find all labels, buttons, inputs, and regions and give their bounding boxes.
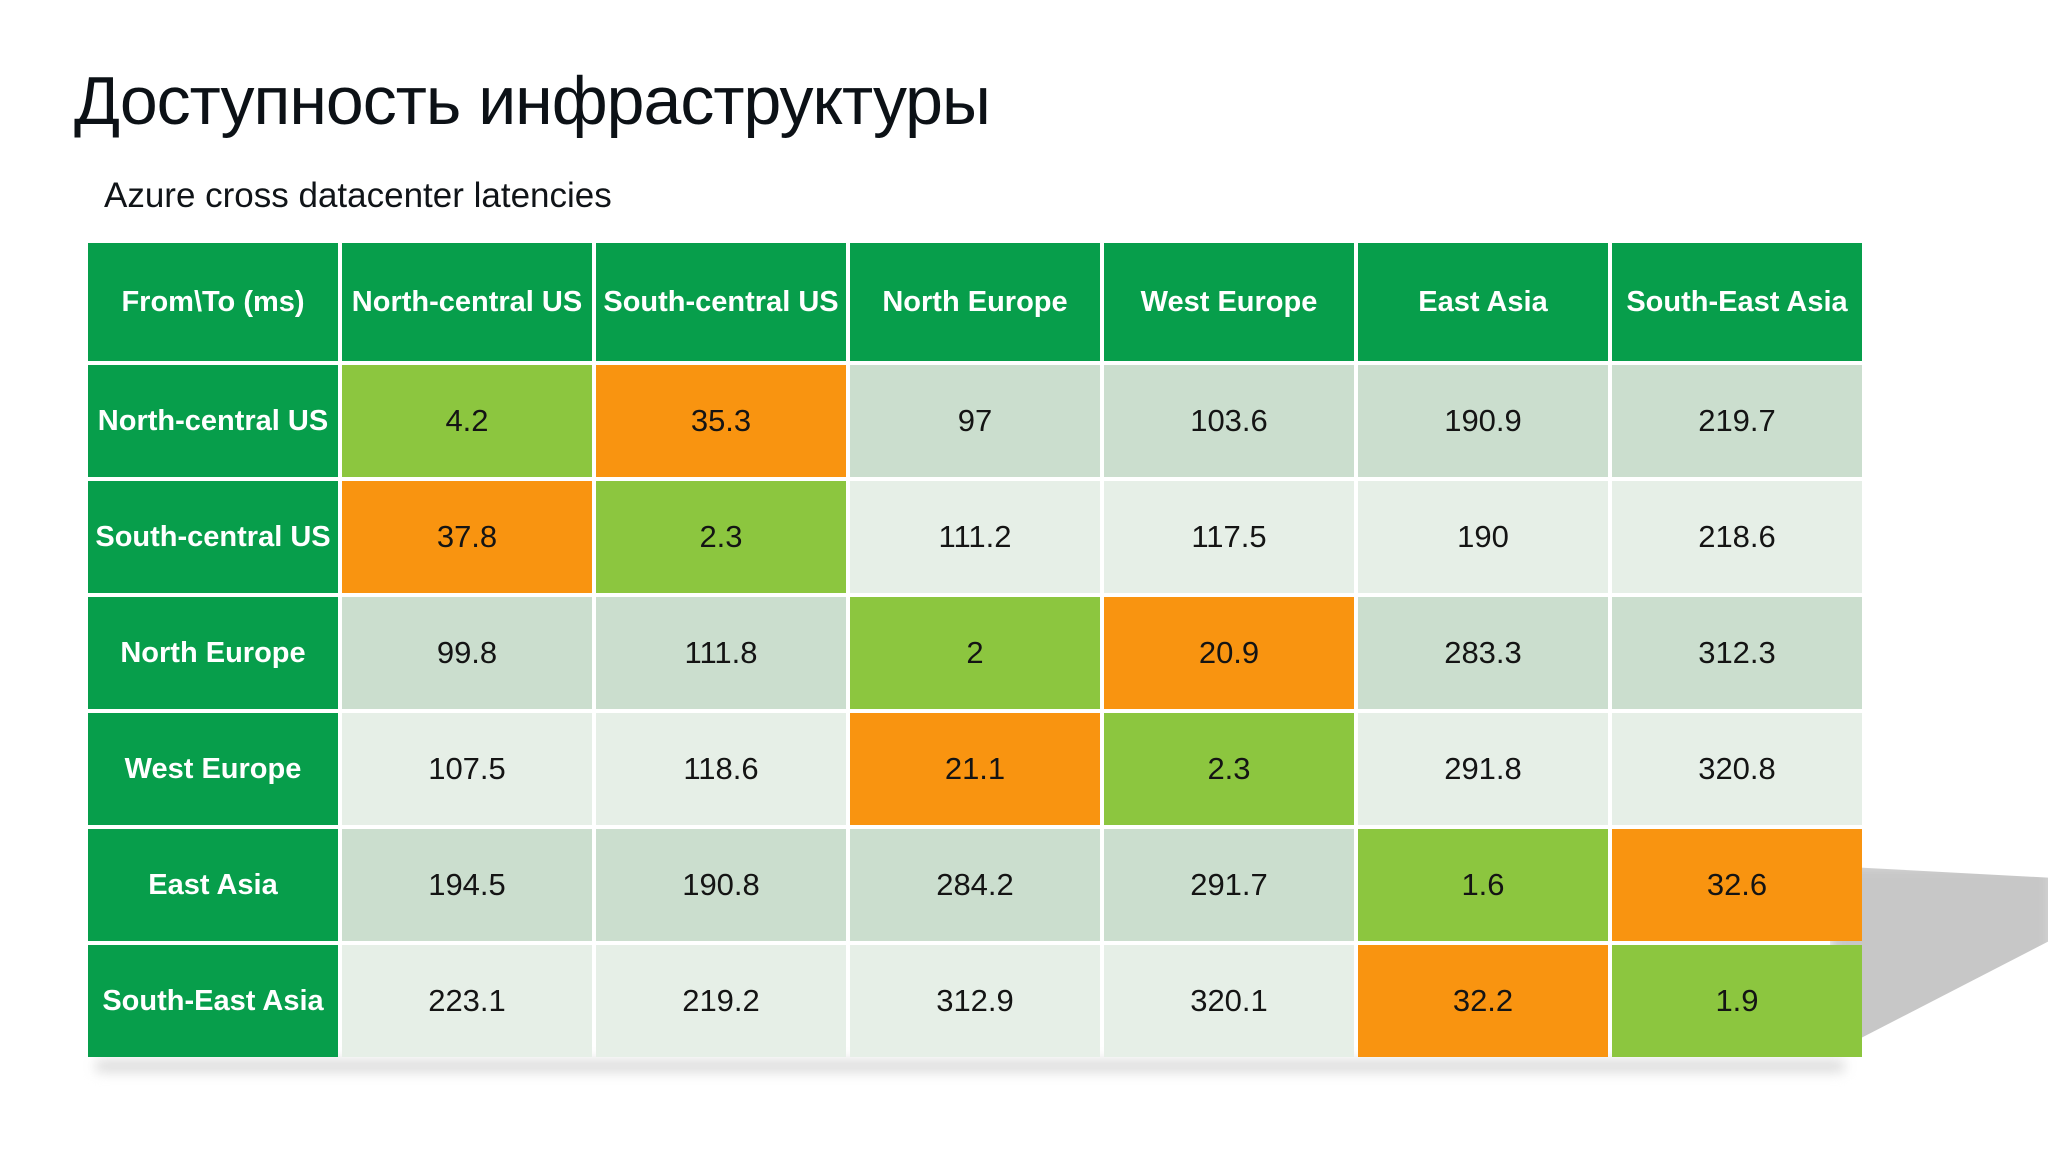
row-header-cell: South-central US [88, 481, 338, 593]
latency-cell: 312.9 [850, 945, 1100, 1057]
row-header-cell: North-central US [88, 365, 338, 477]
column-header-cell: East Asia [1358, 243, 1608, 361]
row-header-cell: North Europe [88, 597, 338, 709]
latency-cell: 219.7 [1612, 365, 1862, 477]
latency-cell: 111.2 [850, 481, 1100, 593]
latency-cell: 194.5 [342, 829, 592, 941]
latency-cell: 37.8 [342, 481, 592, 593]
column-header-cell: North Europe [850, 243, 1100, 361]
latency-cell: 291.7 [1104, 829, 1354, 941]
latency-cell: 190.9 [1358, 365, 1608, 477]
latency-cell: 21.1 [850, 713, 1100, 825]
latency-cell: 284.2 [850, 829, 1100, 941]
row-header-cell: West Europe [88, 713, 338, 825]
latency-cell: 219.2 [596, 945, 846, 1057]
corner-header-cell: From\To (ms) [88, 243, 338, 361]
latency-cell: 20.9 [1104, 597, 1354, 709]
latency-cell: 118.6 [596, 713, 846, 825]
latency-cell: 2.3 [1104, 713, 1354, 825]
latency-cell: 283.3 [1358, 597, 1608, 709]
latency-cell: 32.2 [1358, 945, 1608, 1057]
latency-cell: 4.2 [342, 365, 592, 477]
latency-cell: 190.8 [596, 829, 846, 941]
latency-cell: 111.8 [596, 597, 846, 709]
latency-cell: 190 [1358, 481, 1608, 593]
latency-table: From\To (ms) North-central US South-centra… [88, 243, 1862, 1057]
latency-cell: 117.5 [1104, 481, 1354, 593]
column-header-cell: South-central US [596, 243, 846, 361]
latency-cell: 103.6 [1104, 365, 1354, 477]
latency-cell: 291.8 [1358, 713, 1608, 825]
column-header-cell: North-central US [342, 243, 592, 361]
table-drop-shadow-bottom [96, 1060, 1844, 1072]
latency-cell: 312.3 [1612, 597, 1862, 709]
latency-cell: 32.6 [1612, 829, 1862, 941]
latency-cell: 99.8 [342, 597, 592, 709]
column-header-cell: South-East Asia [1612, 243, 1862, 361]
table-caption: Azure cross datacenter latencies [104, 176, 612, 215]
latency-cell: 1.9 [1612, 945, 1862, 1057]
latency-cell: 35.3 [596, 365, 846, 477]
latency-cell: 1.6 [1358, 829, 1608, 941]
latency-cell: 107.5 [342, 713, 592, 825]
row-header-cell: South-East Asia [88, 945, 338, 1057]
table-drop-shadow-wedge [1830, 866, 2048, 1054]
page-title: Доступность инфраструктуры [74, 62, 991, 139]
latency-cell: 218.6 [1612, 481, 1862, 593]
latency-cell: 2 [850, 597, 1100, 709]
latency-cell: 320.1 [1104, 945, 1354, 1057]
column-header-cell: West Europe [1104, 243, 1354, 361]
row-header-cell: East Asia [88, 829, 338, 941]
latency-cell: 320.8 [1612, 713, 1862, 825]
latency-cell: 2.3 [596, 481, 846, 593]
latency-cell: 97 [850, 365, 1100, 477]
latency-cell: 223.1 [342, 945, 592, 1057]
